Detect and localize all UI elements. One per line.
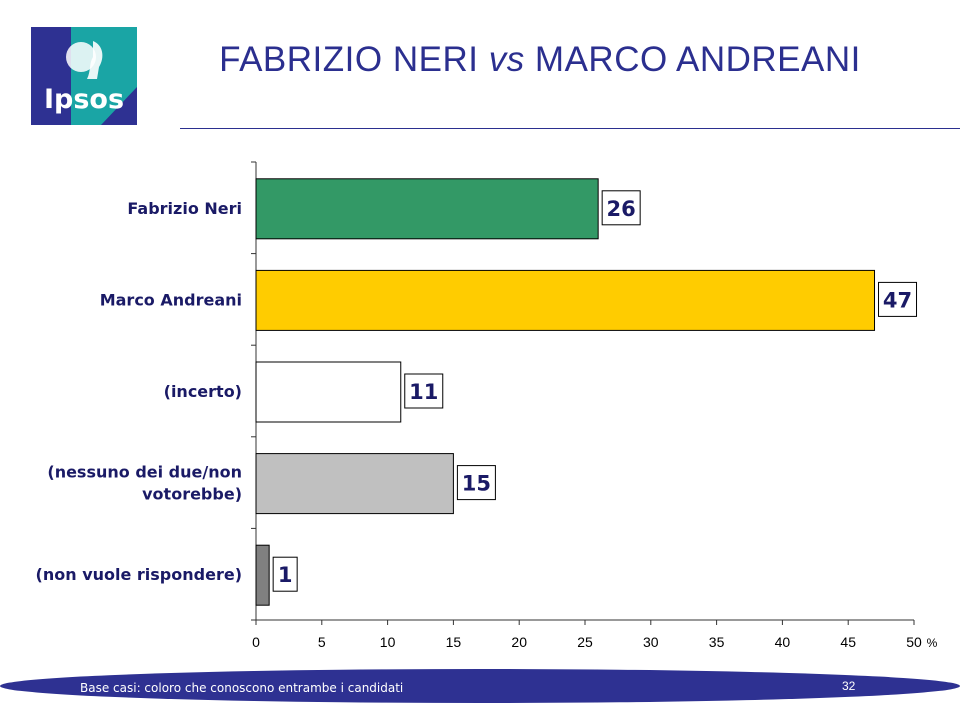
data-label: 1 bbox=[278, 563, 293, 587]
category-label: Marco Andreani bbox=[100, 290, 242, 309]
x-tick-label: 20 bbox=[511, 634, 527, 650]
data-label-box bbox=[456, 465, 496, 501]
footer-band bbox=[0, 669, 960, 703]
x-tick-label: 35 bbox=[709, 634, 725, 650]
title-part-a: FABRIZIO NERI bbox=[219, 40, 489, 79]
x-tick-label: 5 bbox=[318, 634, 326, 650]
data-label: 15 bbox=[462, 472, 491, 496]
ipsos-logo: Ipsos bbox=[31, 27, 137, 125]
data-label-box bbox=[601, 190, 641, 226]
title-vs: vs bbox=[488, 40, 525, 79]
logo-text: Ipsos bbox=[44, 84, 124, 115]
x-tick-label: 15 bbox=[446, 634, 462, 650]
page-title: FABRIZIO NERI vs MARCO ANDREANI bbox=[180, 40, 900, 80]
x-tick-label: 10 bbox=[380, 634, 396, 650]
category-label: (incerto) bbox=[164, 382, 242, 401]
x-tick-label: 50 bbox=[906, 634, 922, 650]
page-number: 32 bbox=[842, 679, 856, 693]
category-label: (nessuno dei due/non bbox=[47, 463, 242, 482]
data-label-box bbox=[272, 556, 298, 592]
title-divider bbox=[180, 128, 960, 129]
title-part-b: MARCO ANDREANI bbox=[524, 40, 861, 79]
bar bbox=[255, 544, 270, 606]
data-label: 11 bbox=[409, 380, 438, 404]
x-tick-label: 25 bbox=[577, 634, 593, 650]
bar bbox=[255, 178, 599, 240]
x-unit-label: % bbox=[927, 636, 938, 650]
category-label: votorebbe) bbox=[142, 485, 242, 504]
data-label-box bbox=[404, 373, 444, 409]
data-label: 47 bbox=[883, 288, 912, 312]
bar bbox=[255, 453, 454, 515]
category-label: (non vuole rispondere) bbox=[36, 565, 242, 584]
x-tick-label: 30 bbox=[643, 634, 659, 650]
x-tick-label: 40 bbox=[775, 634, 791, 650]
category-label: Fabrizio Neri bbox=[127, 199, 242, 218]
footer-note: Base casi: coloro che conoscono entrambe… bbox=[80, 681, 404, 695]
x-tick-label: 45 bbox=[840, 634, 856, 650]
data-label: 26 bbox=[607, 197, 636, 221]
bar bbox=[255, 361, 402, 423]
bar-chart: 0 5 10 15 20 25 30 35 40 45 50 % 26 Fabrizio Neri 47 Ma… bbox=[36, 161, 938, 650]
bar bbox=[255, 269, 876, 331]
x-tick-label: 0 bbox=[252, 634, 260, 650]
data-label-box bbox=[878, 281, 918, 317]
